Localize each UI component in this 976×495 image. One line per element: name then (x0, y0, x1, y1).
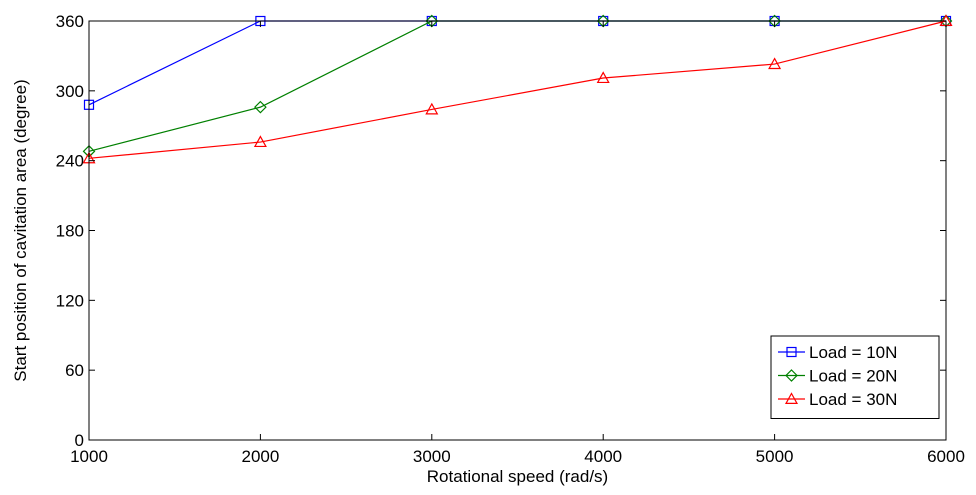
legend: Load = 10N Load = 20N Load = 30N (770, 335, 940, 419)
legend-label-2: Load = 20N (809, 367, 897, 386)
legend-marker-2 (785, 369, 798, 382)
x-tick-label: 5000 (756, 447, 794, 466)
y-tick-label: 0 (75, 431, 84, 450)
series-3-point (425, 102, 439, 115)
y-axis-title: Start position of cavitation area (degre… (11, 79, 30, 381)
y-tick-label: 300 (56, 82, 84, 101)
x-tick-label: 4000 (584, 447, 622, 466)
series-3-point (596, 71, 610, 84)
y-tick-label: 360 (56, 12, 84, 31)
x-axis-title: Rotational speed (rad/s) (427, 467, 608, 486)
legend-marker-3 (784, 392, 799, 404)
y-tick-label: 120 (56, 291, 84, 310)
y-tick-label: 180 (56, 222, 84, 241)
x-tick-label: 2000 (241, 447, 279, 466)
y-tick-label: 240 (56, 152, 84, 171)
series-3-point (768, 57, 782, 70)
legend-label-1: Load = 10N (809, 343, 897, 362)
x-tick-label: 1000 (70, 447, 108, 466)
x-tick-label: 6000 (927, 447, 965, 466)
legend-marker-1 (786, 346, 797, 358)
series-2-point (254, 100, 267, 114)
x-tick-label: 3000 (413, 447, 451, 466)
y-tick-label: 60 (65, 361, 84, 380)
legend-box (770, 335, 940, 419)
ticks-layer: 1000 2000 3000 4000 5000 6000 0 60 120 180 240 300 3… (56, 12, 965, 466)
series-line-3 (88, 20, 947, 159)
series-3-point (253, 135, 267, 148)
legend-label-3: Load = 30N (809, 390, 897, 409)
